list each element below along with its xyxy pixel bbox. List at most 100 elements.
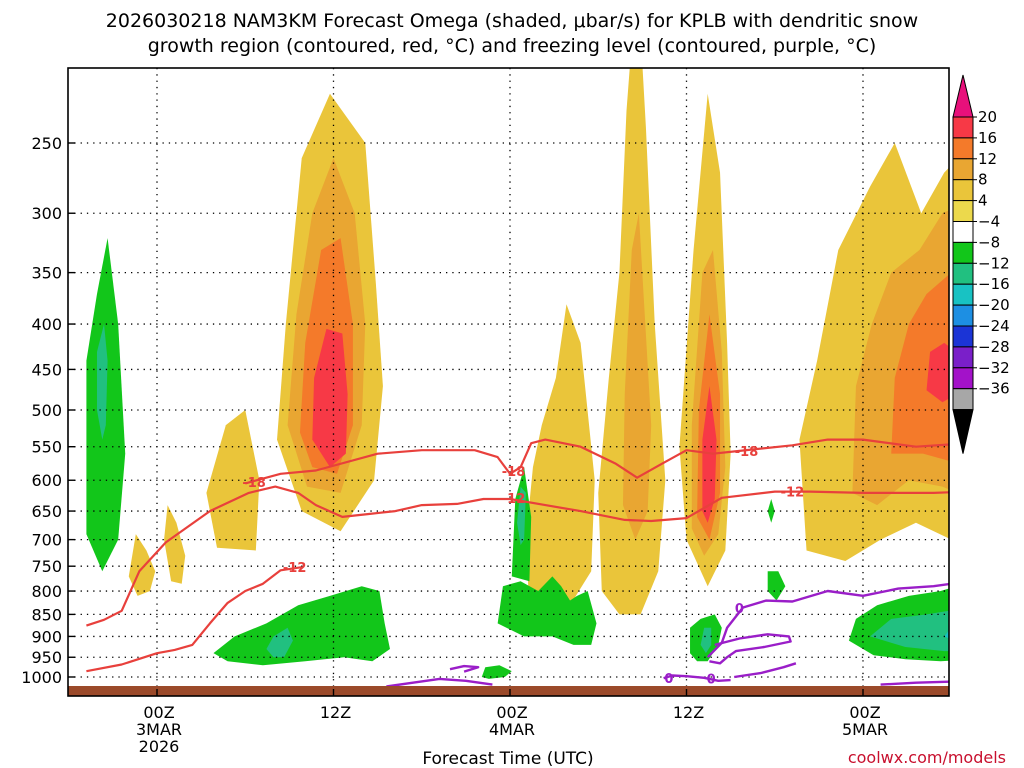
omega-shading-layer: [86, 68, 949, 679]
y-tick-label-900: 900: [31, 627, 62, 646]
y-tick-label-650: 650: [31, 502, 62, 521]
svg-text:-12: -12: [781, 486, 805, 501]
colorbar-swatch-5: [952, 221, 974, 243]
svg-text:-12: -12: [502, 492, 526, 507]
y-tick-label-700: 700: [31, 531, 62, 550]
y-tick-label-950: 950: [31, 648, 62, 667]
colorbar-swatch-12: [952, 367, 974, 390]
colorbar: 20 16 12 8 4 −4 −8 −12 −16 −20 −24 −28 −32 −36: [952, 74, 1010, 454]
colorbar-label-10: −24: [978, 317, 1010, 335]
y-tick-label-300: 300: [31, 204, 62, 223]
colorbar-label-13: −36: [978, 380, 1010, 398]
omega-area-down-4: [213, 586, 390, 666]
omega-area-down-4: [767, 571, 786, 601]
label-freezing-b: 0: [664, 672, 673, 687]
grid-layer: [68, 68, 949, 696]
x-axis-title: Forecast Time (UTC): [422, 749, 593, 768]
colorbar-label-2: 12: [978, 150, 997, 168]
colorbar-swatch-1: [952, 137, 974, 160]
colorbar-label-5: −4: [978, 213, 1000, 231]
omega-area-up-8: [622, 213, 652, 540]
colorbar-swatch-3: [952, 179, 974, 202]
x-tick-label-36-0: 12Z: [673, 703, 704, 722]
colorbar-label-3: 8: [978, 171, 988, 189]
svg-text:0: 0: [664, 672, 673, 687]
colorbar-label-1: 16: [978, 129, 997, 147]
colorbar-swatch-8: [952, 283, 974, 306]
colorbar-label-6: −8: [978, 233, 1000, 251]
x-tick-label-46-0: 00Z: [849, 703, 880, 722]
omega-area-down-12: [944, 630, 949, 639]
credit-text: coolwx.com/models: [848, 748, 1006, 767]
freezing-level-contour-1: [449, 664, 480, 673]
omega-area-down-8: [266, 627, 293, 658]
omega-area-up-12: [891, 274, 949, 461]
x-tick-label-6-2: 2026: [139, 737, 180, 756]
x-tick-label-46-1: 5MAR: [842, 720, 888, 739]
svg-text:0: 0: [735, 602, 744, 617]
contour-layer: -18 -18 -18 -12 -12 -12 0 0 0: [86, 438, 949, 688]
y-tick-label-750: 750: [31, 557, 62, 576]
x-tick-label-16-0: 12Z: [320, 703, 351, 722]
y-tick-label-250: 250: [31, 134, 62, 153]
omega-area-down-8: [96, 324, 108, 440]
dgz-contour-minus12-lower: [86, 566, 302, 673]
x-tick-label-6-0: 00Z: [143, 703, 174, 722]
colorbar-label-9: −20: [978, 296, 1010, 314]
colorbar-swatch-11: [952, 346, 974, 369]
colorbar-label-11: −28: [978, 338, 1010, 356]
plot-frame: [67, 67, 950, 697]
label-dgz-minus18-c: -18: [735, 445, 759, 460]
omega-area-down-4: [481, 665, 512, 679]
omega-area-up-16: [926, 342, 949, 403]
omega-area-up-4: [525, 304, 595, 619]
chart-title-line2: growth region (contoured, red, °C) and f…: [148, 35, 877, 57]
colorbar-bottom-arrow: [952, 409, 974, 454]
x-tick-label-26-1: 4MAR: [489, 720, 535, 739]
colorbar-swatch-9: [952, 304, 974, 327]
colorbar-label-8: −16: [978, 275, 1010, 293]
colorbar-swatch-2: [952, 158, 974, 181]
y-tick-label-800: 800: [31, 582, 62, 601]
colorbar-swatch-10: [952, 325, 974, 348]
y-axis: 250 300 350 400 450 500 550 600 650 700 750 800 850 9…: [21, 134, 75, 687]
colorbar-swatch-0: [952, 116, 974, 139]
x-tick-label-26-0: 00Z: [496, 703, 527, 722]
dgz-contour-minus18: [245, 438, 949, 485]
y-tick-label-600: 600: [31, 471, 62, 490]
label-freezing-c: 0: [707, 673, 716, 688]
colorbar-label-4: 4: [978, 192, 988, 210]
chart-title-line1: 2026030218 NAM3KM Forecast Omega (shaded…: [106, 10, 918, 32]
colorbar-top-arrow: [952, 74, 974, 118]
colorbar-swatch-6: [952, 241, 974, 264]
dgz-contour-minus12: [86, 485, 949, 627]
label-dgz-minus12-b: -12: [781, 486, 805, 501]
colorbar-swatch-13: [952, 388, 974, 411]
freezing-level-contour-4: [709, 633, 792, 665]
colorbar-label-7: −12: [978, 254, 1010, 272]
omega-area-up-16: [702, 386, 717, 523]
label-dgz-minus18-a: -18: [242, 476, 266, 491]
omega-area-down-8: [870, 610, 949, 652]
y-tick-label-450: 450: [31, 360, 62, 379]
svg-text:-18: -18: [735, 445, 759, 460]
colorbar-label-12: −32: [978, 359, 1010, 377]
freezing-level-contour-2: [663, 674, 731, 682]
colorbar-label-0: 20: [978, 108, 997, 126]
freezing-level-contour-5: [734, 662, 797, 679]
freezing-level-contour-6: [880, 680, 949, 686]
y-tick-label-550: 550: [31, 438, 62, 457]
freezing-level-contour-3: [706, 582, 949, 659]
freezing-level-contour-0: [386, 677, 493, 688]
label-freezing-a: 0: [735, 602, 744, 617]
y-tick-label-350: 350: [31, 264, 62, 283]
colorbar-swatch-7: [952, 262, 974, 285]
y-tick-label-850: 850: [31, 605, 62, 624]
label-dgz-minus12-a: -12: [502, 492, 526, 507]
omega-area-up-16: [312, 328, 348, 468]
x-tick-label-6-1: 3MAR: [136, 720, 182, 739]
omega-area-down-8: [700, 627, 712, 654]
omega-area-up-4: [164, 505, 186, 584]
